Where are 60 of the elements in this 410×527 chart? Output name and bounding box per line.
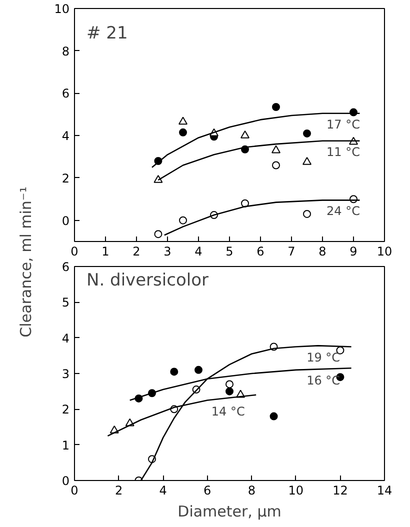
point: [303, 129, 311, 138]
point: [179, 216, 187, 224]
x-tick-label: 7: [288, 244, 296, 258]
text: # 21: [86, 24, 128, 44]
x-tick-label: 2: [132, 244, 140, 258]
annotation: 11 °C: [326, 144, 360, 159]
point: [270, 412, 278, 420]
point: [272, 161, 280, 170]
point: [154, 174, 163, 183]
point: [179, 128, 187, 136]
x-tick-label: 14: [376, 484, 392, 498]
annotation: 24 °C: [326, 204, 360, 218]
point: [178, 116, 188, 125]
x-tick-label: 9: [350, 244, 358, 258]
point: [302, 156, 312, 165]
y-tick-label: 2: [62, 402, 70, 417]
x-tick-label: 10: [288, 484, 304, 498]
y-axis-title: Clearance, ml min⁻¹: [17, 186, 35, 338]
x-tick-label: 2: [114, 484, 123, 498]
x-tick-label: 5: [226, 244, 234, 258]
point: [272, 145, 280, 154]
y-tick-label: 0: [62, 214, 70, 228]
annotation: 16 °C: [306, 374, 340, 388]
point: [154, 230, 162, 238]
chart-title: N. diversicolor: [86, 270, 208, 290]
point: [226, 387, 234, 396]
x-tick-label: 12: [332, 484, 348, 498]
x-tick-label: 6: [204, 484, 212, 498]
y-tick-label: 4: [62, 331, 70, 346]
y-tick-label: 10: [54, 2, 70, 16]
point: [194, 366, 202, 374]
point: [170, 368, 178, 376]
x-tick-label: 4: [159, 484, 167, 498]
y-tick-label: 6: [62, 86, 70, 101]
annotation: 17 °C: [326, 117, 360, 132]
y-tick-label: 6: [62, 260, 70, 274]
x-tick-label: 3: [164, 244, 172, 258]
x-tick-label: 0: [70, 244, 78, 258]
y-tick-label: 4: [62, 129, 70, 144]
point: [272, 103, 280, 111]
x-tick-label: 8: [248, 484, 256, 498]
y-tick-label: 0: [62, 474, 70, 488]
x-tick-label: 10: [376, 244, 392, 258]
point: [240, 130, 250, 138]
y-tick-label: 5: [62, 296, 70, 310]
y-tick-label: 1: [62, 438, 70, 452]
x-tick-label: 8: [318, 244, 326, 258]
x-tick-label: 4: [194, 244, 202, 258]
point: [226, 380, 234, 388]
x-tick-label: 1: [102, 244, 110, 258]
y-tick-label: 2: [62, 171, 70, 186]
x-tick-label: 0: [70, 484, 78, 498]
x-tick-label: 6: [256, 244, 264, 258]
y-tick-label: 3: [62, 367, 70, 381]
annotation: 14 °C: [211, 404, 245, 418]
x-axis-title: Diameter, µm: [178, 502, 282, 520]
annotation: 19 °C: [306, 350, 340, 364]
y-tick-label: 8: [62, 44, 70, 58]
line-series: [151, 112, 360, 168]
point: [303, 210, 311, 218]
